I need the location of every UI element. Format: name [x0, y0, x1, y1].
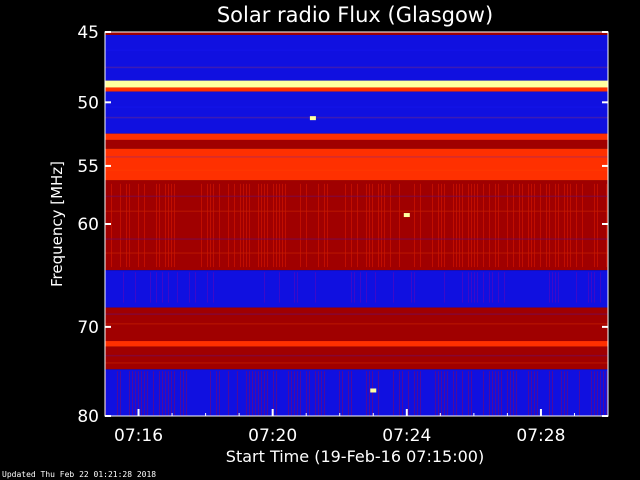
x-axis-ticks: 07:16 07:20 07:24 07:28 — [104, 409, 609, 446]
frequency-band-10 — [105, 307, 608, 342]
chart-title: Solar radio Flux (Glasgow) — [217, 3, 493, 27]
y-tick-label: 70 — [77, 318, 99, 338]
frequency-band-11 — [105, 341, 608, 347]
frequency-band-7 — [105, 148, 608, 181]
frequency-band-1 — [105, 34, 608, 81]
x-tick-label: 07:24 — [382, 426, 431, 446]
x-tick-label: 07:20 — [248, 426, 297, 446]
highlight-spot-1 — [403, 213, 410, 218]
frequency-band-5 — [105, 133, 608, 140]
highlight-spot-0 — [309, 116, 316, 121]
x-tick-label: 07:28 — [516, 426, 565, 446]
y-tick-label: 60 — [77, 215, 99, 235]
frequency-band-13 — [105, 369, 608, 416]
x-tick-label: 07:16 — [114, 426, 163, 446]
frequency-band-6 — [105, 139, 608, 149]
frequency-band-2 — [105, 80, 608, 88]
frequency-band-9 — [105, 270, 608, 308]
y-tick-label: 80 — [77, 407, 99, 427]
frequency-band-12 — [105, 346, 608, 370]
y-tick-label: 45 — [77, 23, 99, 43]
y-axis-ticks: 45 50 55 60 70 80 — [77, 23, 608, 427]
updated-timestamp: Updated Thu Feb 22 01:21:28 2018 — [2, 470, 156, 479]
frequency-band-3 — [105, 87, 608, 92]
y-tick-label: 55 — [77, 157, 99, 177]
highlight-spot-2 — [370, 388, 377, 393]
noise-texture — [105, 49, 608, 416]
frequency-band-0 — [105, 32, 608, 35]
plot-area — [104, 31, 609, 417]
y-tick-label: 50 — [77, 93, 99, 113]
frequency-band-8 — [105, 180, 608, 271]
x-axis-label: Start Time (19-Feb-16 07:15:00) — [226, 447, 484, 466]
y-axis-label: Frequency [MHz] — [48, 161, 66, 287]
frequency-band-4 — [105, 91, 608, 134]
